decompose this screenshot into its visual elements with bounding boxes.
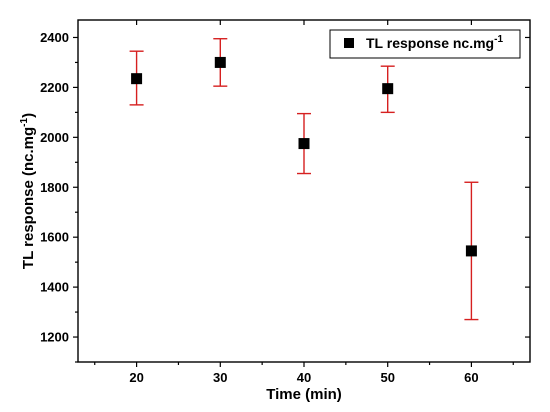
y-axis-title-main: TL response (nc.mg	[20, 127, 37, 269]
y-tick-label: 2000	[40, 130, 69, 145]
x-tick-label: 60	[464, 370, 478, 385]
legend-marker-square	[344, 38, 354, 48]
x-tick-label: 20	[129, 370, 143, 385]
data-point-square	[465, 245, 477, 257]
data-point-group	[129, 50, 144, 106]
y-tick-label: 1800	[40, 180, 69, 195]
legend: TL response nc.mg-1	[329, 29, 521, 59]
x-axis-title: Time (min)	[266, 386, 342, 403]
x-tick-label: 30	[213, 370, 227, 385]
y-axis-ticks: 1200 1400 1600 1800 2000 2200 2400	[40, 30, 530, 363]
data-point-group	[464, 181, 479, 321]
y-axis-title-superscript: -1	[19, 117, 30, 126]
data-point-square	[131, 73, 143, 85]
y-tick-label: 1600	[40, 230, 69, 245]
y-tick-label: 2200	[40, 80, 69, 95]
data-point-square	[298, 138, 310, 150]
plot-frame	[77, 19, 531, 363]
data-point-group	[380, 65, 395, 114]
data-point-group	[213, 38, 228, 87]
y-tick-label: 1400	[40, 280, 69, 295]
data-point-square	[382, 83, 394, 95]
legend-label-superscript: -1	[494, 34, 503, 45]
x-axis-ticks: 20 30 40 50 60	[94, 20, 514, 385]
y-axis-title-close: )	[20, 113, 37, 118]
legend-label-main: TL response nc.mg	[366, 35, 494, 51]
legend-label: TL response nc.mg-1	[366, 34, 503, 51]
legend-box	[329, 29, 521, 59]
y-tick-label: 2400	[40, 30, 69, 45]
x-tick-label: 40	[297, 370, 311, 385]
data-point-square	[214, 56, 226, 68]
y-axis-title: TL response (nc.mg-1)	[19, 113, 37, 269]
data-points	[129, 38, 479, 321]
x-tick-label: 50	[380, 370, 394, 385]
y-tick-label: 1200	[40, 330, 69, 345]
data-point-group	[297, 112, 311, 175]
